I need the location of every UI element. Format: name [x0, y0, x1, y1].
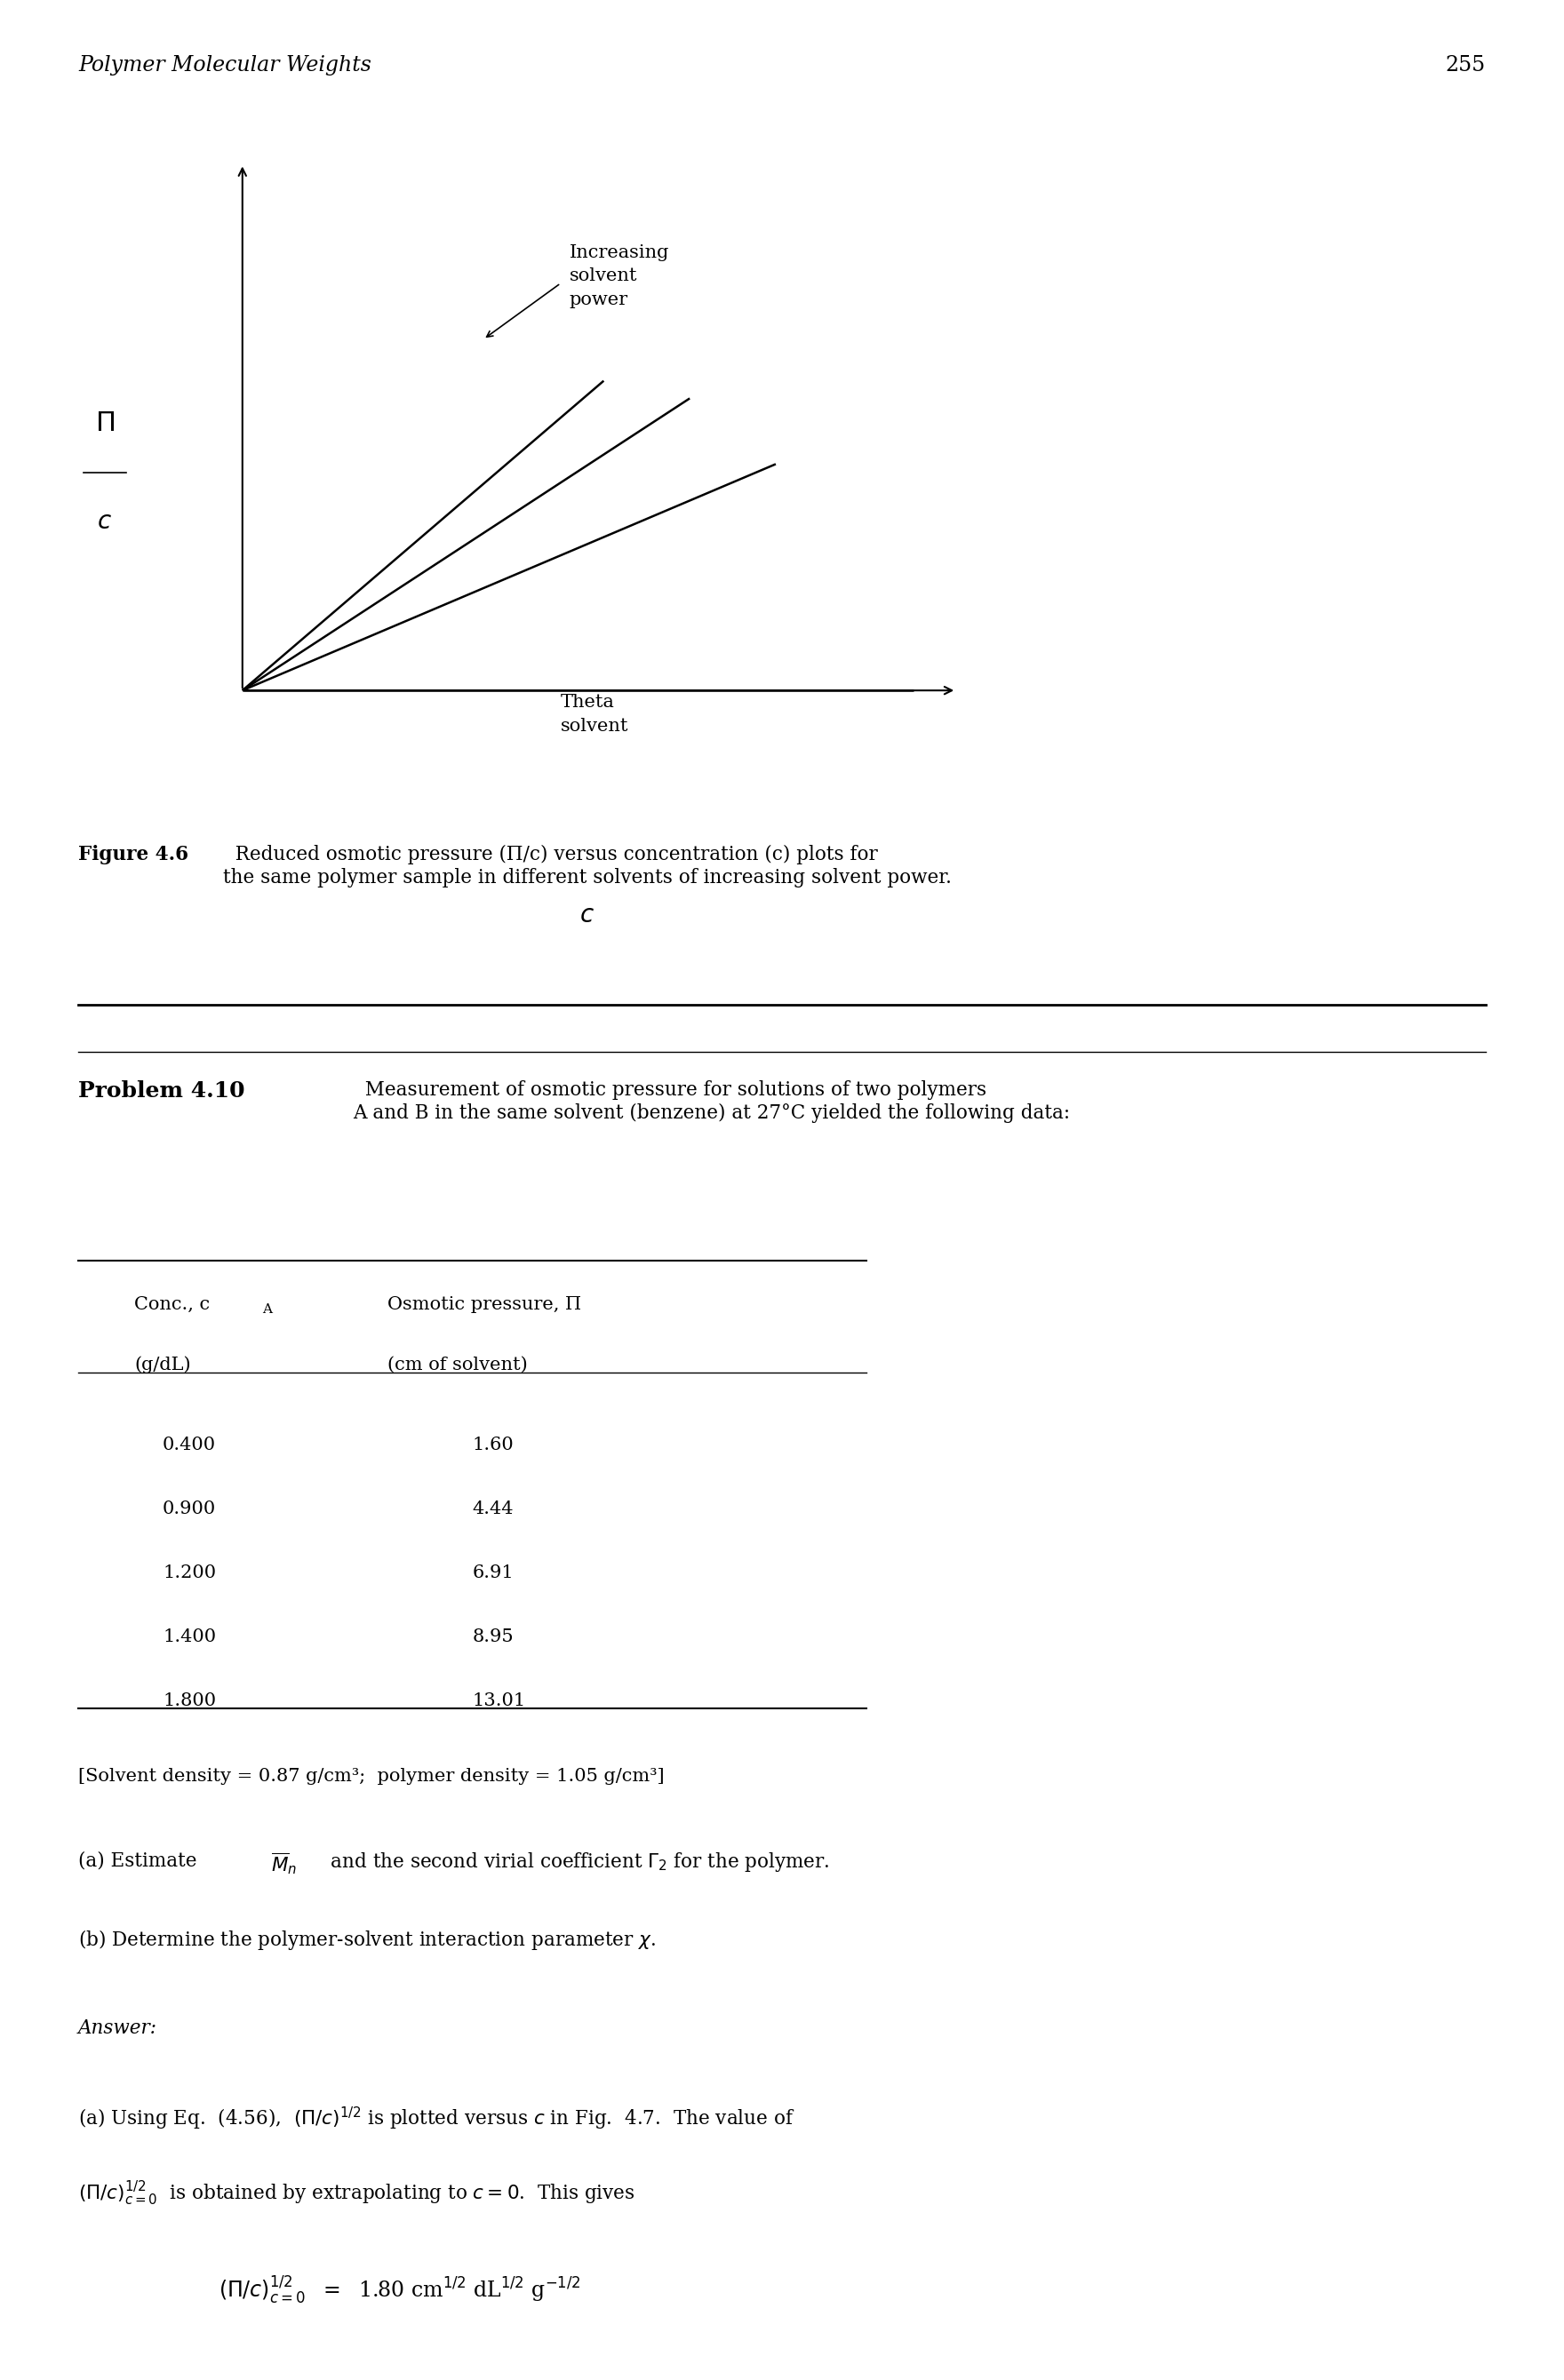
Text: $c$: $c$	[97, 509, 113, 533]
Text: Increasing
solvent
power: Increasing solvent power	[569, 245, 669, 307]
Text: 4.44: 4.44	[472, 1499, 513, 1516]
Text: 8.95: 8.95	[472, 1628, 513, 1645]
Text: A: A	[263, 1304, 272, 1316]
Text: Conc., c: Conc., c	[135, 1297, 210, 1314]
Text: 1.800: 1.800	[163, 1692, 216, 1709]
Text: Polymer Molecular Weights: Polymer Molecular Weights	[78, 55, 371, 76]
Text: $(\Pi/c)^{1/2}_{c=0}$  $=$  1.80 cm$^{1/2}$ dL$^{1/2}$ g$^{-1/2}$: $(\Pi/c)^{1/2}_{c=0}$ $=$ 1.80 cm$^{1/2}…	[219, 2275, 580, 2306]
Text: 6.91: 6.91	[472, 1564, 515, 1580]
Text: 0.900: 0.900	[163, 1499, 216, 1516]
Text: 1.60: 1.60	[472, 1438, 515, 1454]
Text: (g/dL): (g/dL)	[135, 1357, 191, 1373]
Text: 1.200: 1.200	[163, 1564, 216, 1580]
Text: $\Pi$: $\Pi$	[95, 409, 114, 438]
Text: Reduced osmotic pressure (Π/c) versus concentration (c) plots for
the same polym: Reduced osmotic pressure (Π/c) versus co…	[222, 845, 951, 888]
Text: (b) Determine the polymer-solvent interaction parameter $\chi$.: (b) Determine the polymer-solvent intera…	[78, 1928, 655, 1952]
Text: 1.400: 1.400	[163, 1628, 216, 1645]
Text: $c$: $c$	[579, 902, 594, 928]
Text: [Solvent density = 0.87 g/cm³;  polymer density = 1.05 g/cm³]: [Solvent density = 0.87 g/cm³; polymer d…	[78, 1768, 665, 1785]
Text: 255: 255	[1445, 55, 1486, 76]
Text: Figure 4.6: Figure 4.6	[78, 845, 189, 864]
Text: and the second virial coefficient $\Gamma_2$ for the polymer.: and the second virial coefficient $\Gamm…	[325, 1852, 830, 1873]
Text: Osmotic pressure, Π: Osmotic pressure, Π	[388, 1297, 582, 1314]
Text: 0.400: 0.400	[163, 1438, 216, 1454]
Text: Answer:: Answer:	[78, 2018, 158, 2037]
Text: $\overline{M}_n$: $\overline{M}_n$	[271, 1852, 297, 1875]
Text: (a) Estimate: (a) Estimate	[78, 1852, 203, 1871]
Text: Measurement of osmotic pressure for solutions of two polymers
A and B in the sam: Measurement of osmotic pressure for solu…	[353, 1081, 1070, 1123]
Text: Problem 4.10: Problem 4.10	[78, 1081, 246, 1102]
Text: 13.01: 13.01	[472, 1692, 526, 1709]
Text: (a) Using Eq.  (4.56),  $(\Pi/c)^{1/2}$ is plotted versus $c$ in Fig.  4.7.  The: (a) Using Eq. (4.56), $(\Pi/c)^{1/2}$ is…	[78, 2106, 795, 2132]
Text: (cm of solvent): (cm of solvent)	[388, 1357, 529, 1373]
Text: $(\Pi/c)^{1/2}_{c=0}$  is obtained by extrapolating to $c = 0$.  This gives: $(\Pi/c)^{1/2}_{c=0}$ is obtained by ext…	[78, 2178, 635, 2206]
Text: Theta
solvent: Theta solvent	[561, 695, 629, 735]
